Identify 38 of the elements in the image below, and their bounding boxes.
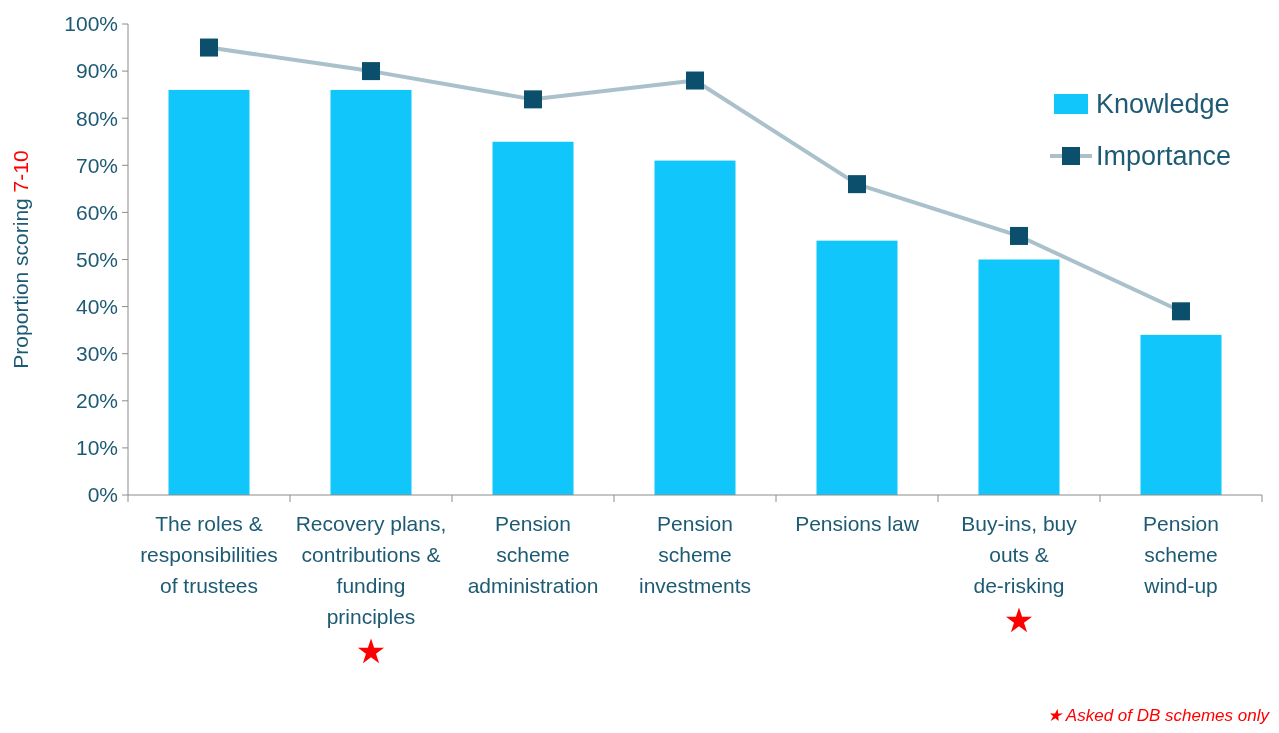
- x-tick-label: Buy-ins, buy outs & de-risking: [961, 512, 1078, 597]
- x-tick-label: Pension scheme wind-up: [1143, 512, 1219, 597]
- point: [848, 175, 866, 194]
- bar: [168, 89, 250, 495]
- y-tick-label: 30%: [75, 342, 118, 366]
- y-tick-label: 50%: [75, 247, 118, 271]
- point: [362, 62, 380, 81]
- bar: [654, 160, 736, 495]
- x-tick-label: Pensions law: [795, 512, 920, 535]
- y-tick-label: 60%: [75, 200, 118, 224]
- bar: [330, 89, 412, 495]
- x-tick-label: Pension scheme administration: [467, 512, 599, 597]
- y-tick-label: 100%: [64, 12, 118, 36]
- y-axis-title: Proportion scoring 7-10: [9, 150, 32, 369]
- text: ★: [1003, 600, 1035, 640]
- text: ★ Asked of DB schemes only: [1046, 706, 1271, 725]
- point: [1172, 302, 1190, 321]
- y-tick-label: 80%: [75, 106, 118, 130]
- point: [200, 38, 218, 57]
- bar: [978, 259, 1060, 495]
- y-tick-label: 0%: [87, 483, 118, 507]
- bar: [1140, 334, 1222, 495]
- x-tick-label: The roles & responsibilities of trustees: [140, 512, 278, 597]
- y-tick-label: 20%: [75, 389, 118, 413]
- point: [1010, 226, 1028, 245]
- y-tick-label: 40%: [75, 294, 118, 318]
- bar: [492, 141, 574, 495]
- y-tick-label: 10%: [75, 436, 118, 460]
- text: ★: [355, 631, 387, 671]
- y-tick-label: 90%: [75, 59, 118, 83]
- x-tick-label: Pension scheme investments: [638, 512, 752, 597]
- x-tick-label: Recovery plans, contributions & funding principles: [295, 512, 447, 628]
- point: [686, 71, 704, 90]
- bar: [816, 240, 898, 495]
- legend-label: Knowledge: [1096, 89, 1230, 120]
- y-tick-label: 70%: [75, 153, 118, 177]
- legend-label: Importance: [1096, 141, 1232, 172]
- point: [524, 90, 542, 109]
